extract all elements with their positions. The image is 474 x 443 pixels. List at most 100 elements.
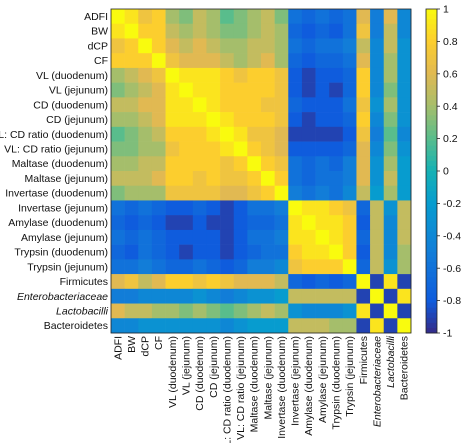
- colorbar-segment: [426, 297, 437, 304]
- heatmap-cell: [397, 53, 412, 69]
- row-label-vl-cd-ratio-jejunum: VL: CD ratio (jejunum): [4, 144, 108, 156]
- column-label-trypsin-duodenum: Trypsin (duodenum): [331, 336, 343, 430]
- heatmap-cell: [138, 67, 153, 83]
- heatmap-cell: [342, 274, 357, 290]
- colorbar-segment: [426, 84, 437, 91]
- heatmap-cell: [247, 215, 262, 231]
- heatmap-cell: [111, 97, 125, 113]
- heatmap-cell: [206, 215, 221, 231]
- heatmap-cell: [165, 274, 180, 290]
- heatmap-cell: [342, 171, 357, 187]
- heatmap-cell: [206, 156, 221, 172]
- colorbar-segment: [426, 231, 437, 238]
- heatmap-cell: [206, 288, 221, 304]
- heatmap-cell: [261, 318, 275, 334]
- heatmap-cell: [342, 259, 357, 275]
- heatmap-cell: [342, 67, 357, 83]
- heatmap-cell: [151, 141, 166, 157]
- heatmap-cell: [206, 229, 221, 245]
- heatmap-cell: [165, 53, 180, 69]
- heatmap-cell: [288, 288, 303, 304]
- heatmap-cell: [315, 303, 330, 319]
- heatmap-cell: [247, 53, 262, 69]
- heatmap-cell: [247, 141, 262, 157]
- column-label-invertase-duodenum: Invertase (duodenum): [276, 336, 288, 439]
- heatmap-cell: [247, 229, 262, 245]
- heatmap-cell: [151, 303, 166, 319]
- heatmap-cell: [220, 303, 235, 319]
- heatmap-cell: [192, 303, 207, 319]
- heatmap-cell: [179, 141, 194, 157]
- heatmap-cell: [370, 288, 385, 304]
- column-label-invertase-jejunum: Invertase (jejunum): [290, 336, 302, 426]
- row-label-cf: CF: [94, 55, 108, 67]
- colorbar-tick-label: 0.8: [443, 36, 458, 48]
- heatmap-cell: [301, 9, 316, 25]
- heatmap-cell: [274, 259, 289, 275]
- heatmap-cell: [138, 38, 153, 54]
- heatmap-cell: [151, 229, 166, 245]
- row-label-vl-cd-ratio-duodenum: VL: CD ratio (duodenum): [0, 129, 108, 141]
- colorbar-segment: [426, 267, 437, 273]
- heatmap-cell: [220, 274, 235, 290]
- heatmap-cell: [151, 185, 166, 201]
- heatmap-cell: [179, 303, 194, 319]
- row-label-trypsin-duodenum: Trypsin (duodenum): [14, 247, 108, 259]
- colorbar-segment: [426, 181, 437, 187]
- heatmap-cell: [274, 303, 289, 319]
- colorbar-segment: [426, 135, 437, 142]
- heatmap-cell: [356, 303, 371, 319]
- heatmap-cell: [261, 9, 275, 25]
- heatmap-cell: [138, 288, 153, 304]
- heatmap-cell: [397, 200, 412, 216]
- heatmap-cell: [124, 303, 139, 319]
- colorbar-tick-label: -0.8: [443, 295, 461, 307]
- heatmap-cell: [370, 141, 385, 157]
- heatmap-cell: [124, 126, 139, 142]
- heatmap-cell: [165, 288, 180, 304]
- heatmap-cell: [124, 67, 139, 83]
- row-label-vl-duodenum: VL (duodenum): [36, 70, 108, 82]
- heatmap-cell: [138, 215, 153, 231]
- heatmap-cell: [233, 185, 248, 201]
- heatmap-cell: [356, 229, 371, 245]
- row-label-trypsin-jejunum: Trypsin (jejunum): [27, 261, 108, 273]
- heatmap-cell: [301, 67, 316, 83]
- heatmap-cell: [274, 53, 289, 69]
- heatmap-cell: [165, 200, 180, 216]
- colorbar-segment: [426, 125, 437, 131]
- heatmap-cell: [220, 318, 235, 334]
- heatmap-cell: [397, 141, 412, 157]
- heatmap-cell: [138, 229, 153, 245]
- heatmap-cell: [220, 288, 235, 304]
- heatmap-cell: [370, 185, 385, 201]
- heatmap-cell: [383, 82, 398, 98]
- heatmap-cell: [165, 244, 180, 260]
- colorbar-segment: [426, 327, 437, 334]
- heatmap-cell: [247, 156, 262, 172]
- heatmap-cell: [151, 274, 166, 290]
- heatmap-cell: [329, 200, 344, 216]
- row-label-cd-duodenum: CD (duodenum): [33, 99, 108, 111]
- heatmap-cell: [151, 9, 166, 25]
- heatmap-cell: [138, 185, 153, 201]
- row-label-lactobacilli: Lactobacilli: [56, 306, 109, 318]
- heatmap-cell: [124, 53, 139, 69]
- heatmap-cell: [247, 112, 262, 128]
- heatmap-cell: [220, 38, 235, 54]
- column-label-maltase-duodenum: Maltase (duodenum): [249, 336, 261, 432]
- heatmap-cell: [315, 53, 330, 69]
- heatmap-cell: [274, 244, 289, 260]
- heatmap-cell: [315, 244, 330, 260]
- heatmap-cell: [111, 82, 125, 98]
- heatmap-cell: [397, 82, 412, 98]
- heatmap-cell: [151, 53, 166, 69]
- heatmap-cell: [247, 200, 262, 216]
- heatmap-cell: [397, 112, 412, 128]
- heatmap-cell: [342, 318, 357, 334]
- heatmap-cell: [301, 97, 316, 113]
- colorbar-segment: [426, 252, 437, 258]
- heatmap-cell: [315, 38, 330, 54]
- heatmap-cell: [301, 229, 316, 245]
- colorbar-segment: [426, 59, 437, 66]
